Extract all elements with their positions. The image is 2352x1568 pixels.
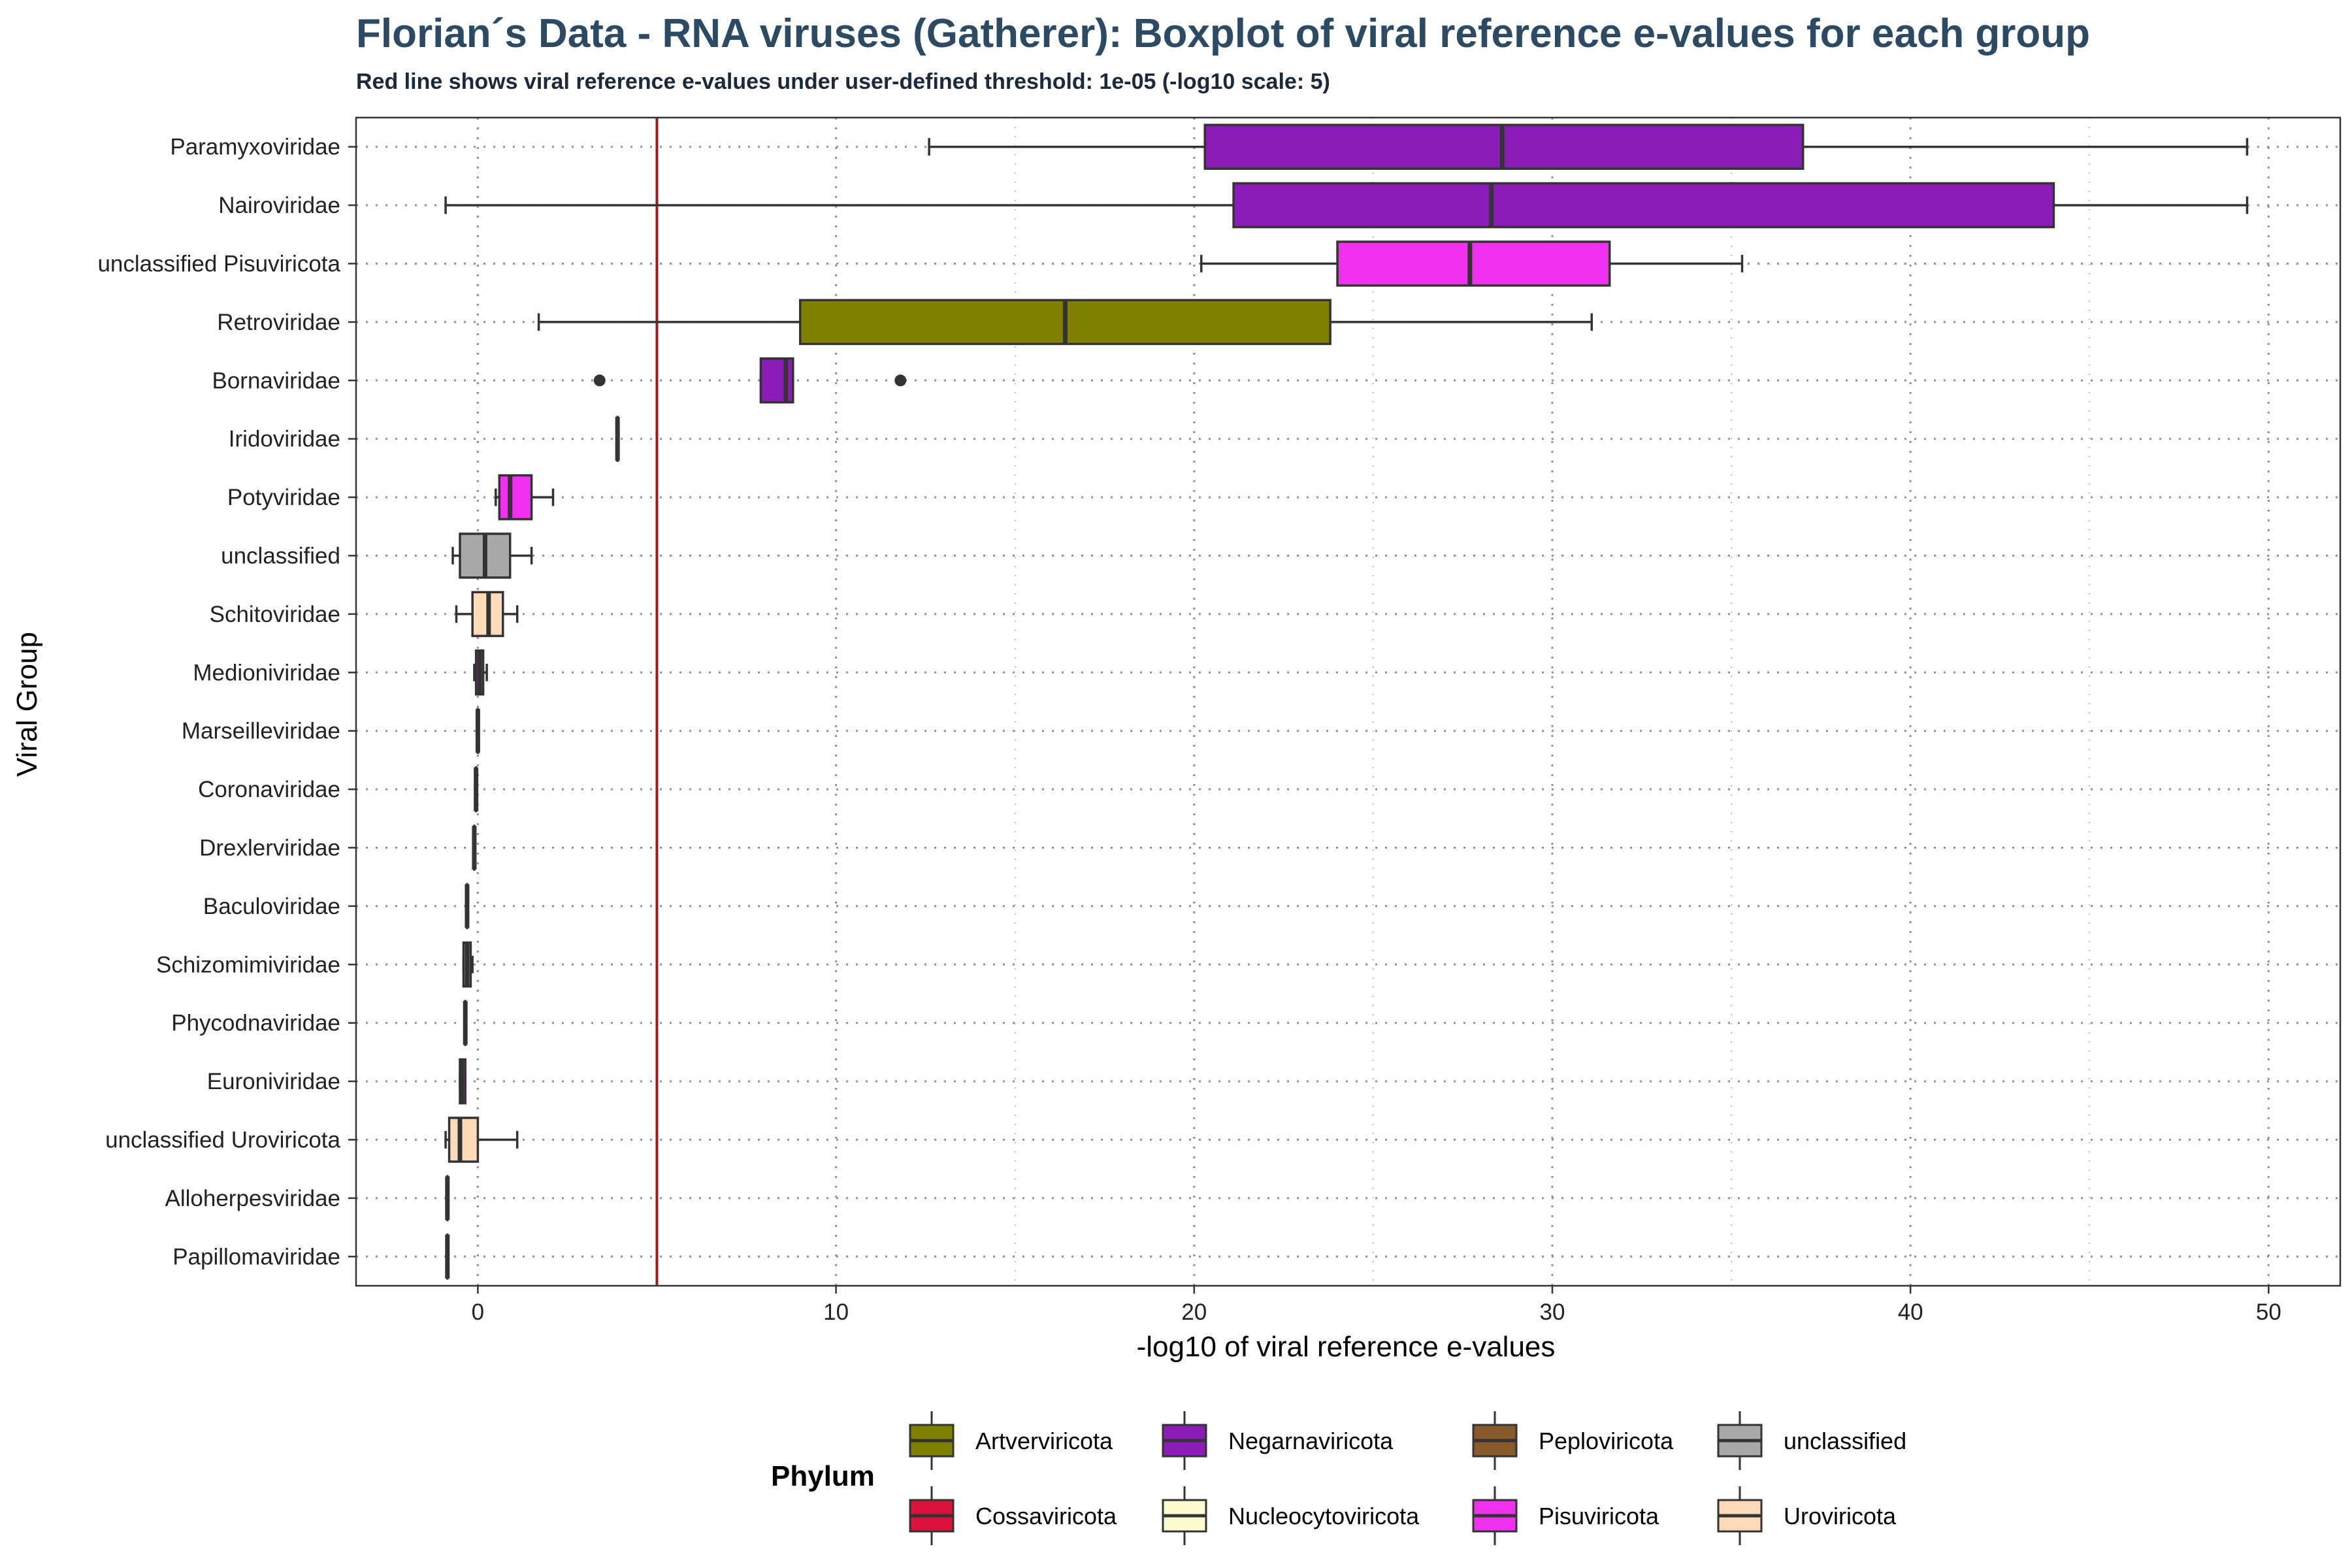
outlier-point: [894, 374, 907, 387]
legend-label: unclassified: [1784, 1428, 1906, 1454]
y-tick-label: Coronaviridae: [198, 777, 340, 802]
y-tick-label: unclassified Pisuviricota: [97, 252, 340, 277]
legend-label: Cossaviricota: [975, 1503, 1117, 1529]
x-tick-label: 0: [472, 1299, 484, 1325]
box-nairoviridae: [444, 182, 2249, 229]
legend-item: Nucleocytoviricota: [1162, 1486, 1420, 1545]
outlier-point: [593, 374, 606, 387]
box-unclassified: [451, 532, 533, 579]
y-axis-label: Viral Group: [11, 632, 43, 777]
x-tick-label: 50: [2256, 1299, 2281, 1325]
y-tick-label: Bornaviridae: [212, 368, 341, 393]
chart-title: Florian´s Data - RNA viruses (Gatherer):…: [356, 11, 2090, 56]
y-tick-label: Euroniviridae: [207, 1069, 340, 1094]
y-tick-label: Baculoviridae: [203, 894, 340, 919]
legend-label: Pisuviricota: [1539, 1503, 1659, 1529]
box-body: [498, 474, 533, 521]
box-body: [1336, 240, 1611, 287]
y-tick-label: Marseilleviridae: [182, 719, 340, 744]
y-tick-label: unclassified: [221, 544, 340, 569]
box-schizomimiviridae: [462, 941, 474, 988]
x-tick-label: 20: [1181, 1299, 1207, 1325]
grid-lines: [356, 118, 2340, 1286]
box-body: [759, 357, 794, 404]
x-tick-label: 40: [1898, 1299, 1923, 1325]
legend-label: Uroviricota: [1784, 1503, 1897, 1529]
x-tick-label: 30: [1540, 1299, 1565, 1325]
y-tick-label: Iridoviridae: [229, 427, 340, 452]
boxplot-series: [444, 123, 2249, 1280]
legend-item: Artverviricota: [909, 1411, 1113, 1470]
x-axis-ticks: 0 10 20 30 40 50: [472, 1286, 2281, 1325]
box-schitoviridae: [455, 591, 519, 638]
x-axis-label: -log10 of viral reference e-values: [1137, 1331, 1556, 1363]
y-tick-label: Potyviridae: [227, 485, 340, 510]
y-tick-label: Papillomaviridae: [172, 1244, 340, 1269]
box-body: [1232, 182, 2055, 229]
box-medioniviridae: [473, 649, 488, 696]
legend: Phylum Artverviricota Cossaviricota Negarn…: [771, 1411, 1906, 1545]
box-unclassified-pisuviricota: [1200, 240, 1744, 287]
legend-item: Cossaviricota: [909, 1486, 1117, 1545]
legend-item: Negarnaviricota: [1162, 1411, 1394, 1470]
box-body: [448, 1117, 480, 1163]
x-tick-label: 10: [823, 1299, 849, 1325]
y-tick-label: Paramyxoviridae: [170, 135, 340, 160]
y-tick-label: Phycodnaviridae: [171, 1011, 340, 1036]
y-tick-label: Alloherpesviridae: [165, 1186, 340, 1211]
chart-subtitle: Red line shows viral reference e-values …: [356, 69, 1330, 94]
legend-label: Negarnaviricota: [1228, 1428, 1394, 1454]
y-tick-label: Retroviridae: [217, 310, 340, 335]
legend-item: unclassified: [1717, 1411, 1906, 1470]
box-unclassified-uroviricota: [444, 1117, 519, 1163]
box-potyviridae: [495, 474, 555, 521]
legend-item: Uroviricota: [1717, 1486, 1897, 1545]
box-euroniviridae: [459, 1058, 466, 1105]
legend-label: Peploviricota: [1539, 1428, 1674, 1454]
legend-label: Nucleocytoviricota: [1228, 1503, 1420, 1529]
y-tick-label: Schitoviridae: [210, 602, 340, 627]
y-tick-label: Medioniviridae: [193, 660, 340, 685]
y-tick-label: Nairoviridae: [218, 193, 340, 218]
y-tick-label: unclassified Uroviricota: [105, 1128, 340, 1153]
legend-label: Artverviricota: [975, 1428, 1113, 1454]
legend-item: Pisuviricota: [1472, 1486, 1659, 1545]
y-tick-label: Schizomimiviridae: [156, 952, 340, 977]
y-tick-label: Drexlerviridae: [199, 836, 340, 861]
box-bornaviridae: [593, 357, 907, 404]
legend-item: Peploviricota: [1472, 1411, 1674, 1470]
legend-title: Phylum: [771, 1460, 875, 1492]
box-retroviridae: [537, 299, 1593, 346]
box-paramyxoviridae: [928, 123, 2249, 170]
plot-panel-border: [355, 116, 2342, 1287]
y-axis-ticks: Paramyxoviridae Nairoviridae unclassified …: [97, 135, 356, 1269]
